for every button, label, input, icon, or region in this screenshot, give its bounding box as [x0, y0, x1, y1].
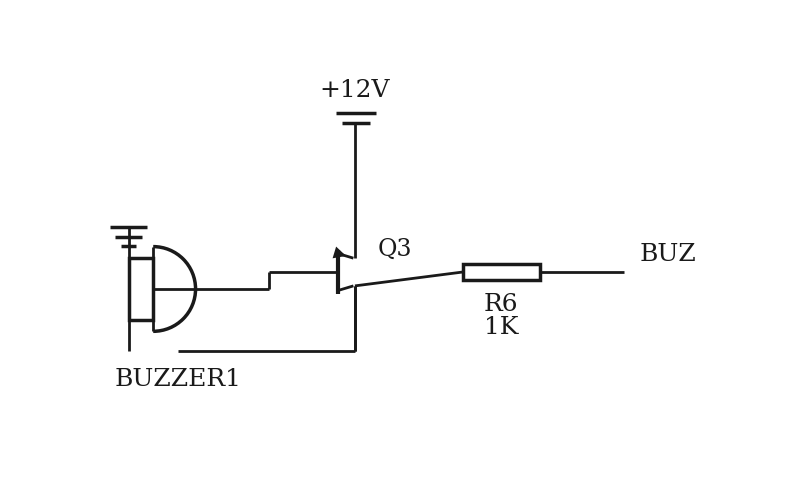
- Bar: [129, 258, 153, 320]
- Text: BUZZER1: BUZZER1: [115, 369, 241, 391]
- Text: BUZ: BUZ: [640, 243, 697, 266]
- Bar: [463, 264, 539, 281]
- Text: 1K: 1K: [484, 316, 519, 339]
- Text: R6: R6: [484, 293, 519, 316]
- Text: Q3: Q3: [378, 238, 413, 260]
- Text: +12V: +12V: [320, 79, 390, 102]
